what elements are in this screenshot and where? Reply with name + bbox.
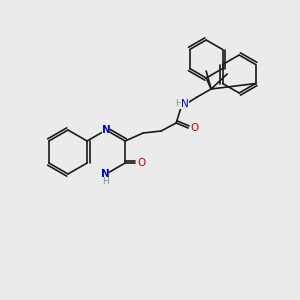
- Text: O: O: [190, 123, 198, 133]
- Text: H: H: [102, 178, 109, 187]
- Text: H: H: [175, 100, 181, 109]
- Text: N: N: [102, 125, 110, 135]
- Text: N: N: [181, 99, 189, 109]
- Text: O: O: [137, 158, 145, 168]
- Text: N: N: [101, 169, 110, 179]
